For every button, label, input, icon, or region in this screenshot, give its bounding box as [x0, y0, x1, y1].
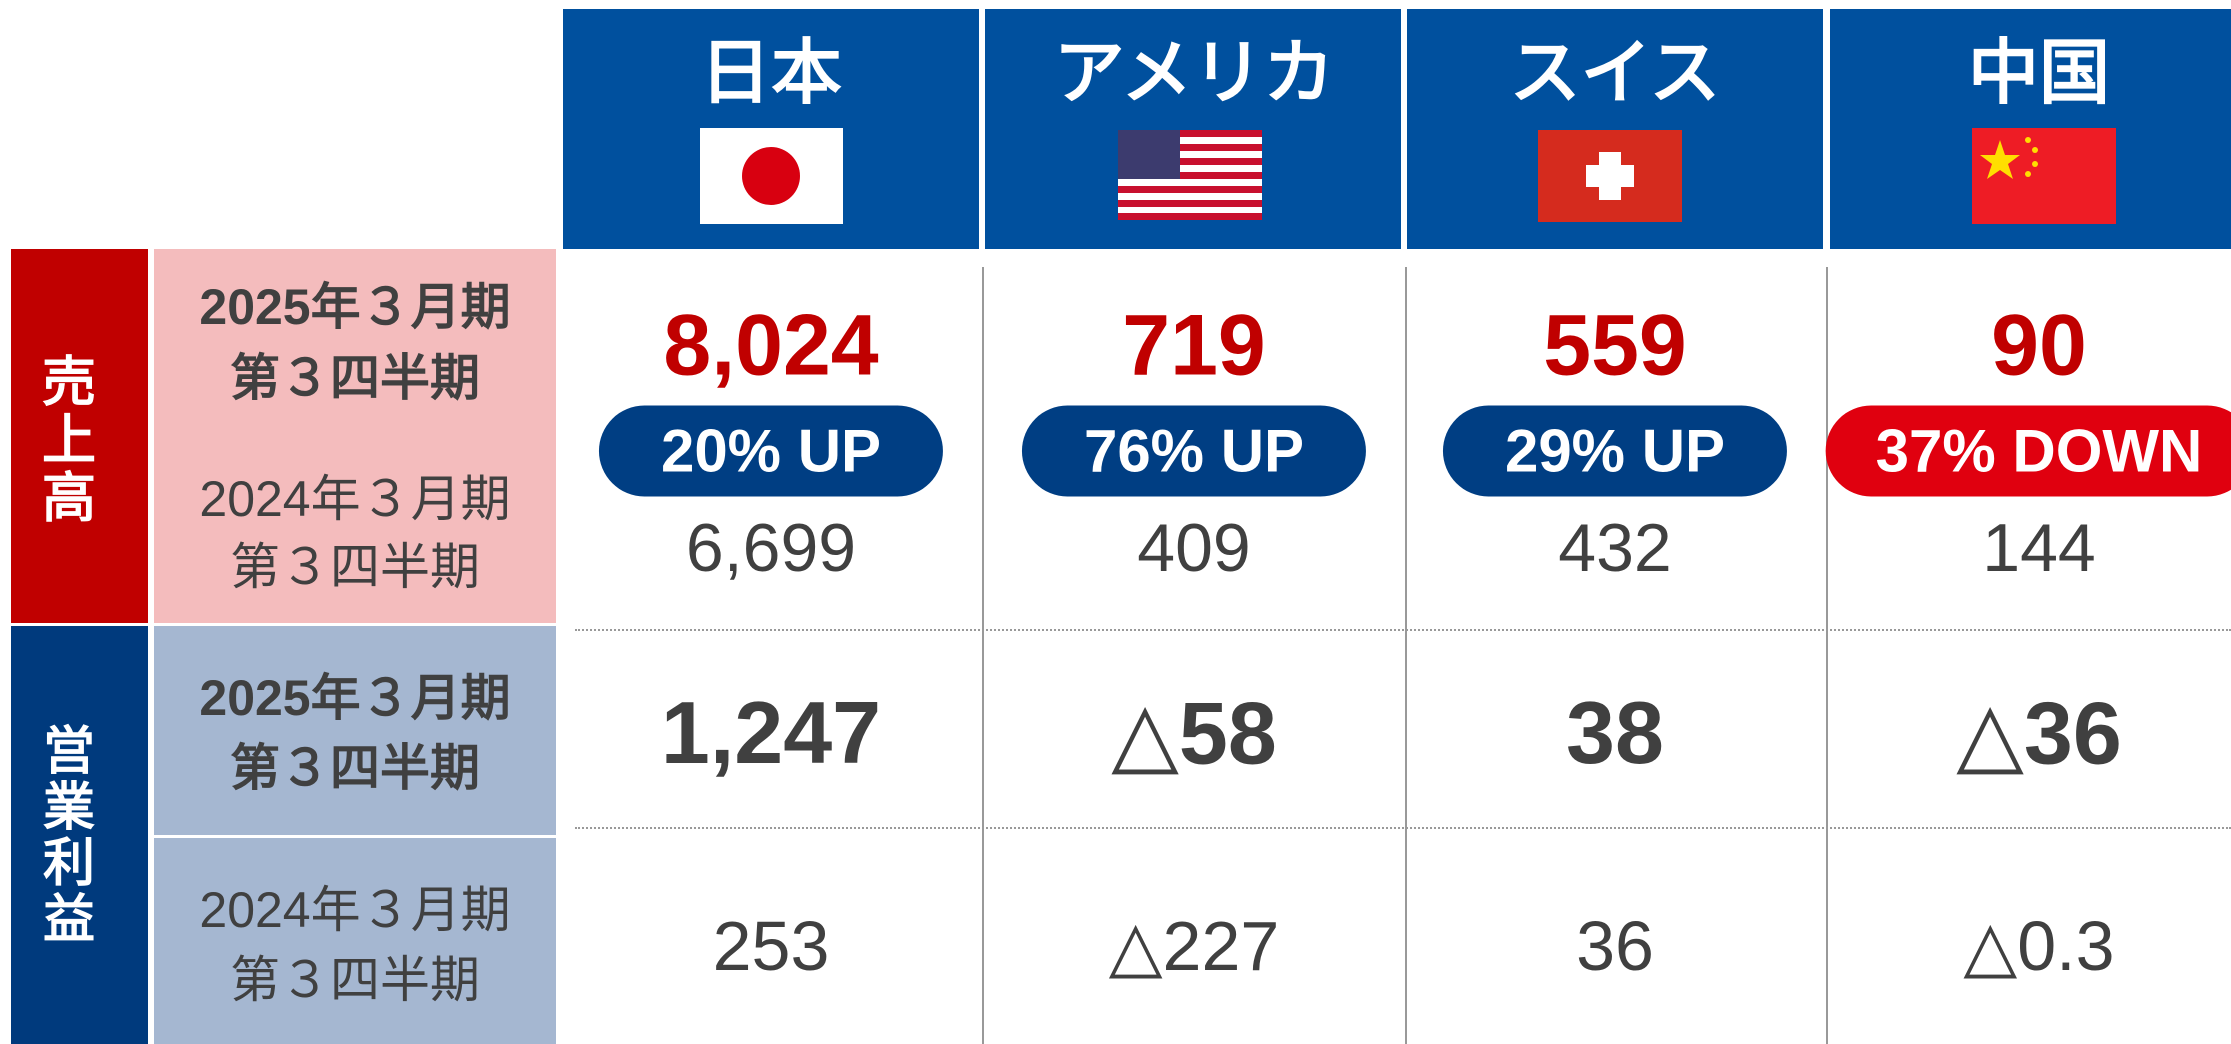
- profit-previous: △227: [1108, 907, 1280, 985]
- sales-current: 719: [1122, 297, 1266, 394]
- profit-previous: 36: [1576, 907, 1654, 985]
- column-header: アメリカ: [1053, 34, 1335, 113]
- flag-switzerland: [1538, 130, 1682, 222]
- column-header: 日本: [699, 34, 843, 113]
- sales-previous: 144: [1982, 510, 2096, 586]
- divider: [575, 629, 2231, 631]
- column-header: 中国: [1967, 34, 2111, 113]
- change-badge: 29% UP: [1442, 405, 1788, 497]
- change-badge: 37% DOWN: [1825, 405, 2231, 497]
- sales-current: 8,024: [663, 297, 879, 394]
- row-label: 売上高: [33, 353, 94, 527]
- profit-current: △58: [1111, 683, 1277, 783]
- change-badge: 76% UP: [1021, 405, 1367, 497]
- divider: [1826, 267, 1828, 1044]
- divider: [1405, 267, 1407, 1044]
- flag-china: [1972, 128, 2116, 224]
- sales-previous: 432: [1558, 510, 1672, 586]
- profit-label-cell: [11, 626, 148, 1044]
- profit-current: △36: [1956, 683, 2122, 783]
- sales-label-cell: [11, 249, 148, 623]
- profit-previous: 253: [712, 907, 830, 985]
- flag-japan: [700, 128, 843, 224]
- column-header: スイス: [1509, 34, 1721, 113]
- period-label: 2024年３月期: [199, 882, 511, 938]
- row-label: 営業利益: [34, 723, 93, 947]
- sales-period-cell: [154, 249, 556, 623]
- profit-previous: △0.3: [1963, 907, 2115, 985]
- profit-period-cell: [154, 838, 556, 1044]
- flag-usa: [1118, 130, 1262, 220]
- divider: [982, 267, 984, 1044]
- period-label: 第３四半期: [230, 952, 480, 1008]
- period-label: 2024年３月期: [199, 471, 511, 527]
- profit-current: 1,247: [660, 683, 882, 782]
- period-label: 2025年３月期: [199, 279, 511, 335]
- sales-current: 559: [1543, 297, 1687, 394]
- sales-previous: 6,699: [685, 510, 857, 586]
- period-label: 第３四半期: [230, 740, 480, 796]
- sales-current: 90: [1991, 297, 2087, 394]
- divider: [575, 827, 2231, 829]
- change-badge: 20% UP: [598, 405, 944, 497]
- sales-previous: 409: [1137, 510, 1251, 586]
- period-label: 第３四半期: [230, 539, 480, 595]
- profit-period-cell: [154, 626, 556, 835]
- period-label: 2025年３月期: [199, 670, 511, 726]
- period-label: 第３四半期: [230, 350, 480, 406]
- profit-current: 38: [1566, 683, 1664, 782]
